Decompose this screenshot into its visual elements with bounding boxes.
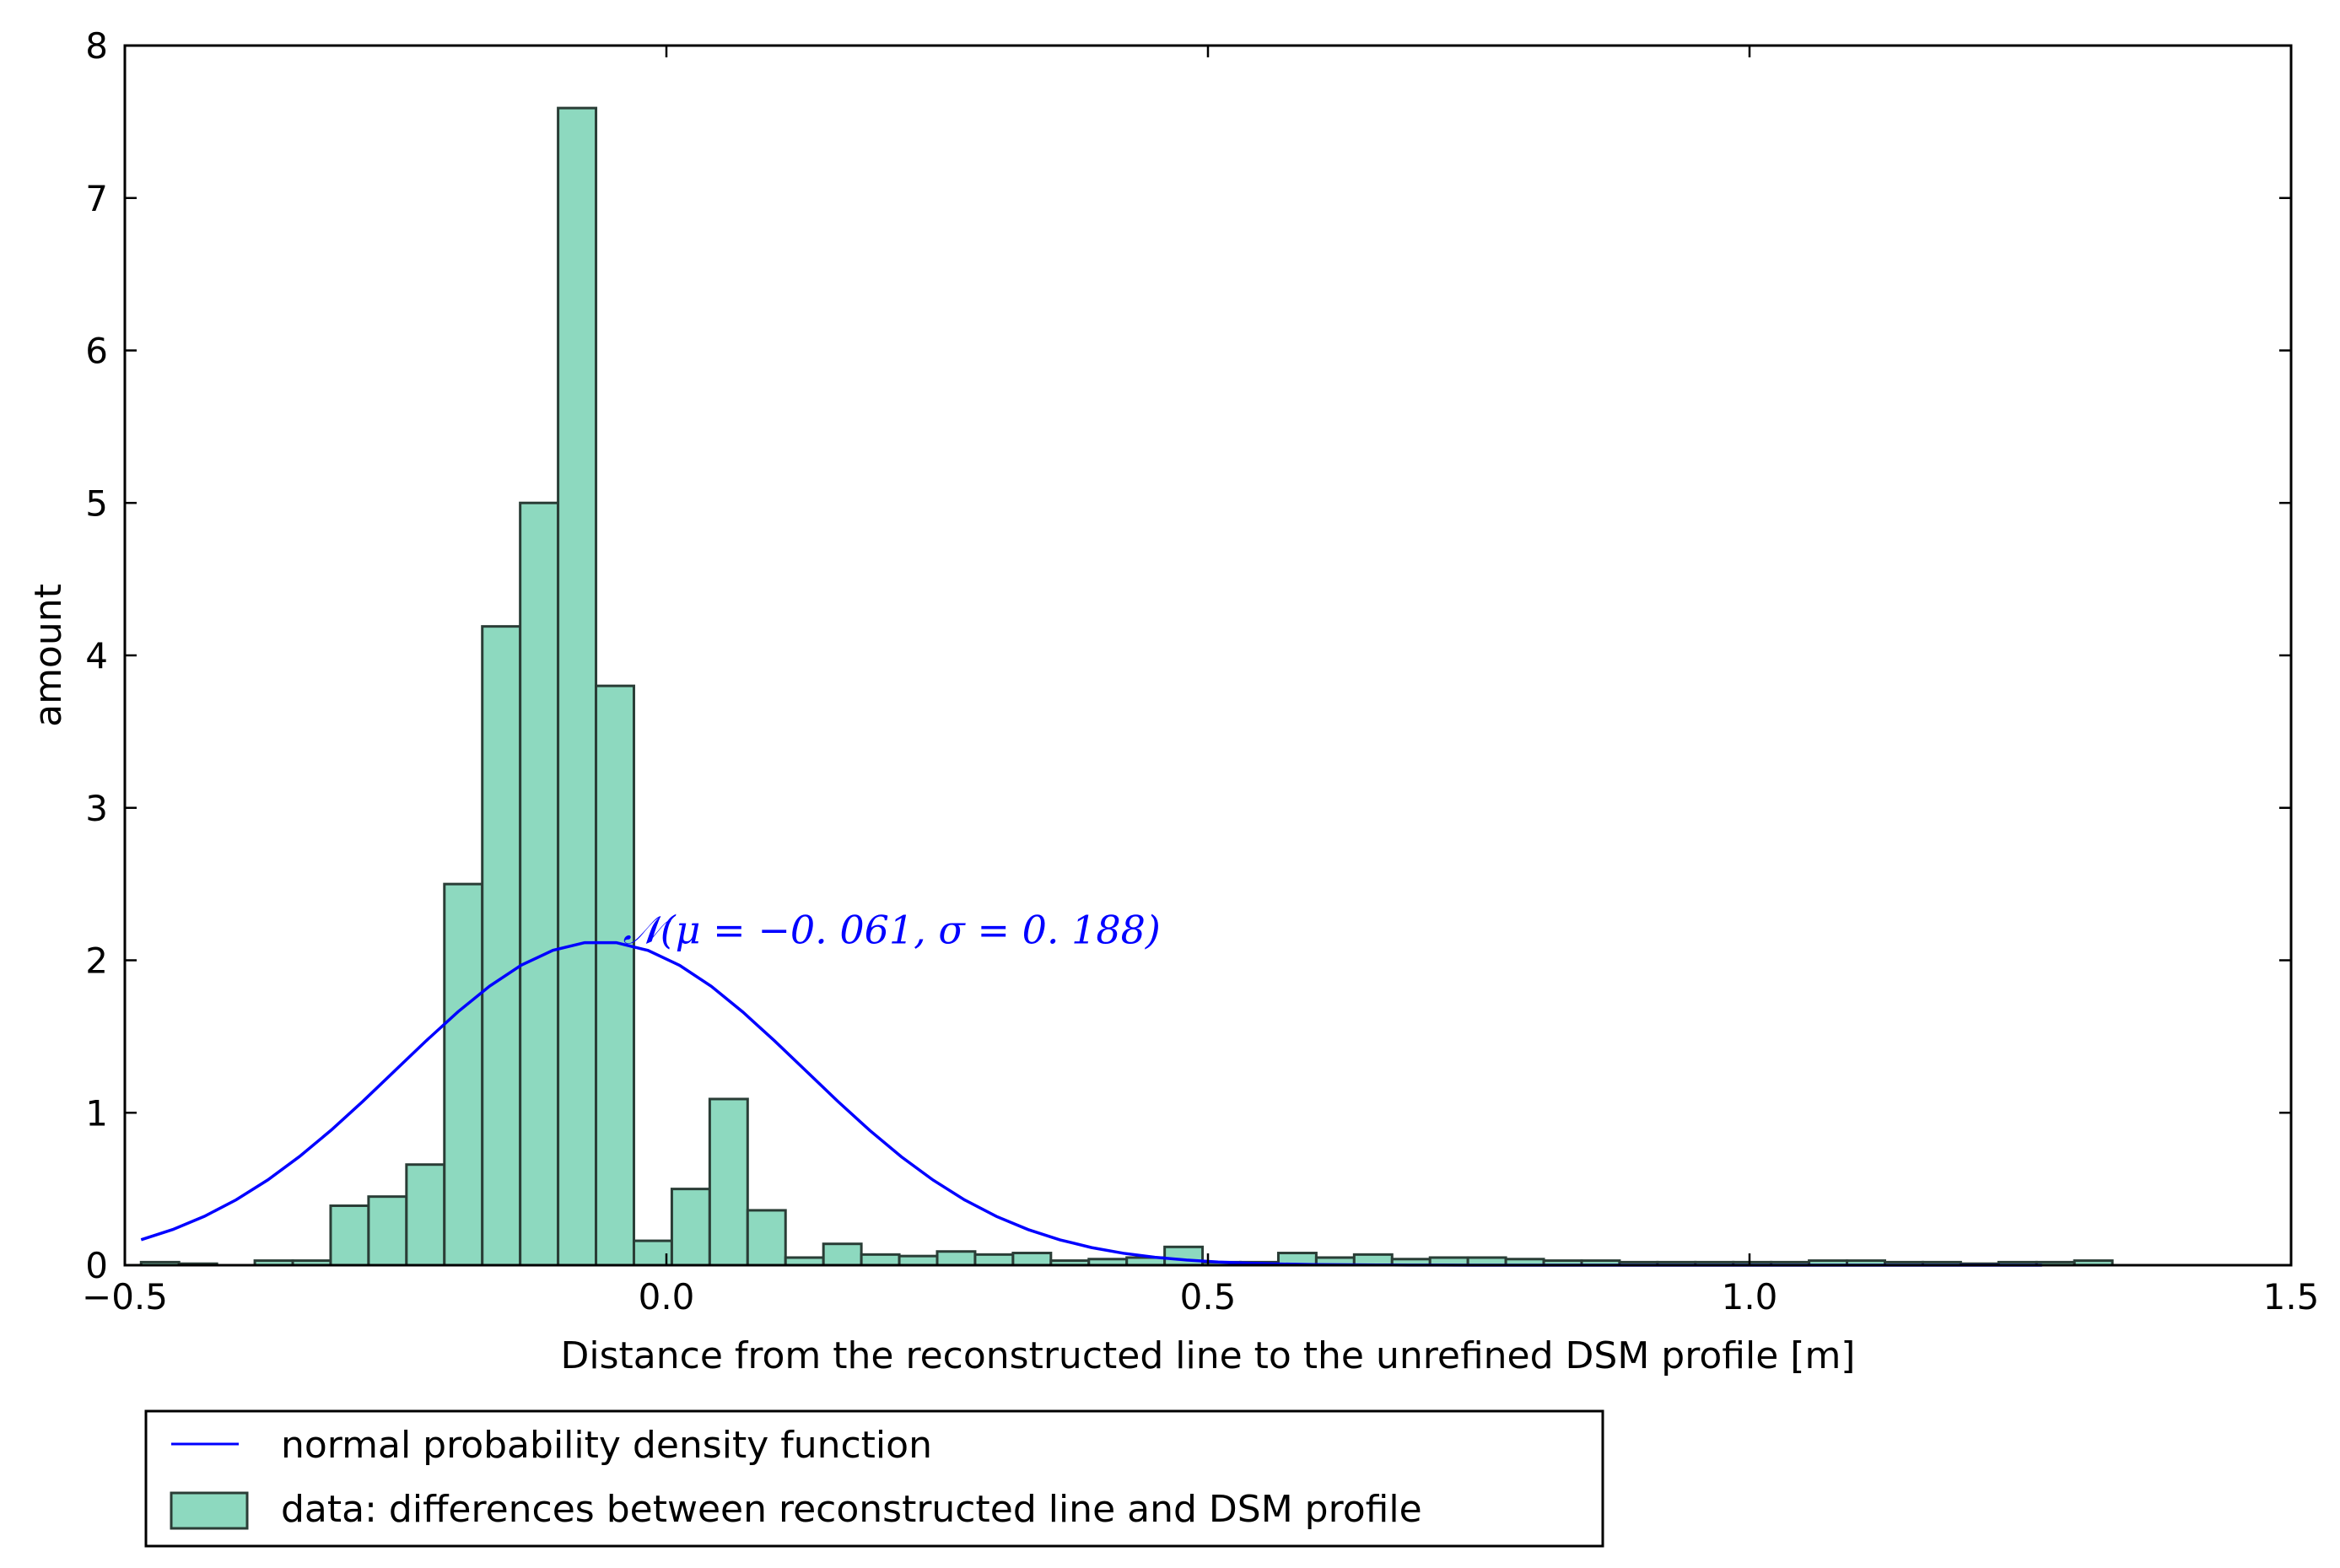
legend-bar-label: data: differences between reconstructed … — [281, 1488, 1422, 1531]
axis-ticks: −0.5 0.0 0.5 1.0 1.5 0 1 2 3 4 5 6 7 8 — [82, 25, 2319, 1317]
x-tick-label: 0.0 — [639, 1276, 695, 1317]
x-tick-label: −0.5 — [82, 1276, 168, 1317]
histogram-bar — [898, 1254, 939, 1267]
x-tick-label: 1.0 — [1722, 1276, 1778, 1317]
histogram-bar — [1163, 1245, 1205, 1267]
histogram-bar — [595, 684, 635, 1267]
y-axis-label: amount — [27, 584, 70, 727]
histogram-bar — [443, 882, 484, 1267]
x-tick-label: 0.5 — [1180, 1276, 1237, 1317]
x-tick-label: 1.5 — [2263, 1276, 2320, 1317]
histogram-bar — [670, 1188, 711, 1267]
histogram-bar — [329, 1204, 370, 1267]
y-tick-label: 2 — [85, 940, 108, 982]
y-tick-label: 4 — [85, 635, 108, 676]
histogram-bar — [367, 1195, 408, 1267]
legend-line-label: normal probability density function — [281, 1424, 932, 1467]
histogram-bars — [139, 106, 2114, 1267]
y-tick-label: 7 — [85, 178, 108, 219]
legend-box — [144, 1409, 1604, 1548]
histogram-bar — [860, 1253, 901, 1267]
histogram-bar — [557, 106, 598, 1267]
legend: normal probability density function data… — [144, 1409, 1604, 1548]
y-tick-label: 1 — [85, 1092, 108, 1134]
legend-bar-swatch — [170, 1491, 249, 1530]
histogram-bar — [973, 1253, 1015, 1267]
histogram-bar — [708, 1097, 749, 1267]
y-tick-label: 0 — [85, 1245, 108, 1286]
y-tick-label: 6 — [85, 331, 108, 372]
distribution-annotation: 𝒩(μ = −0. 061, σ = 0. 188) — [623, 907, 1161, 952]
histogram-bar — [1011, 1252, 1053, 1267]
histogram-bar — [822, 1242, 863, 1267]
histogram-bar — [935, 1250, 977, 1267]
histogram-bar — [519, 501, 560, 1267]
y-tick-label: 8 — [85, 25, 108, 67]
histogram-bar — [405, 1163, 446, 1267]
y-tick-label: 3 — [85, 788, 108, 829]
histogram-bar — [481, 625, 522, 1267]
y-tick-label: 5 — [85, 482, 108, 524]
histogram-bar — [746, 1209, 787, 1267]
x-axis-label: Distance from the reconstructed line to … — [561, 1334, 1856, 1377]
